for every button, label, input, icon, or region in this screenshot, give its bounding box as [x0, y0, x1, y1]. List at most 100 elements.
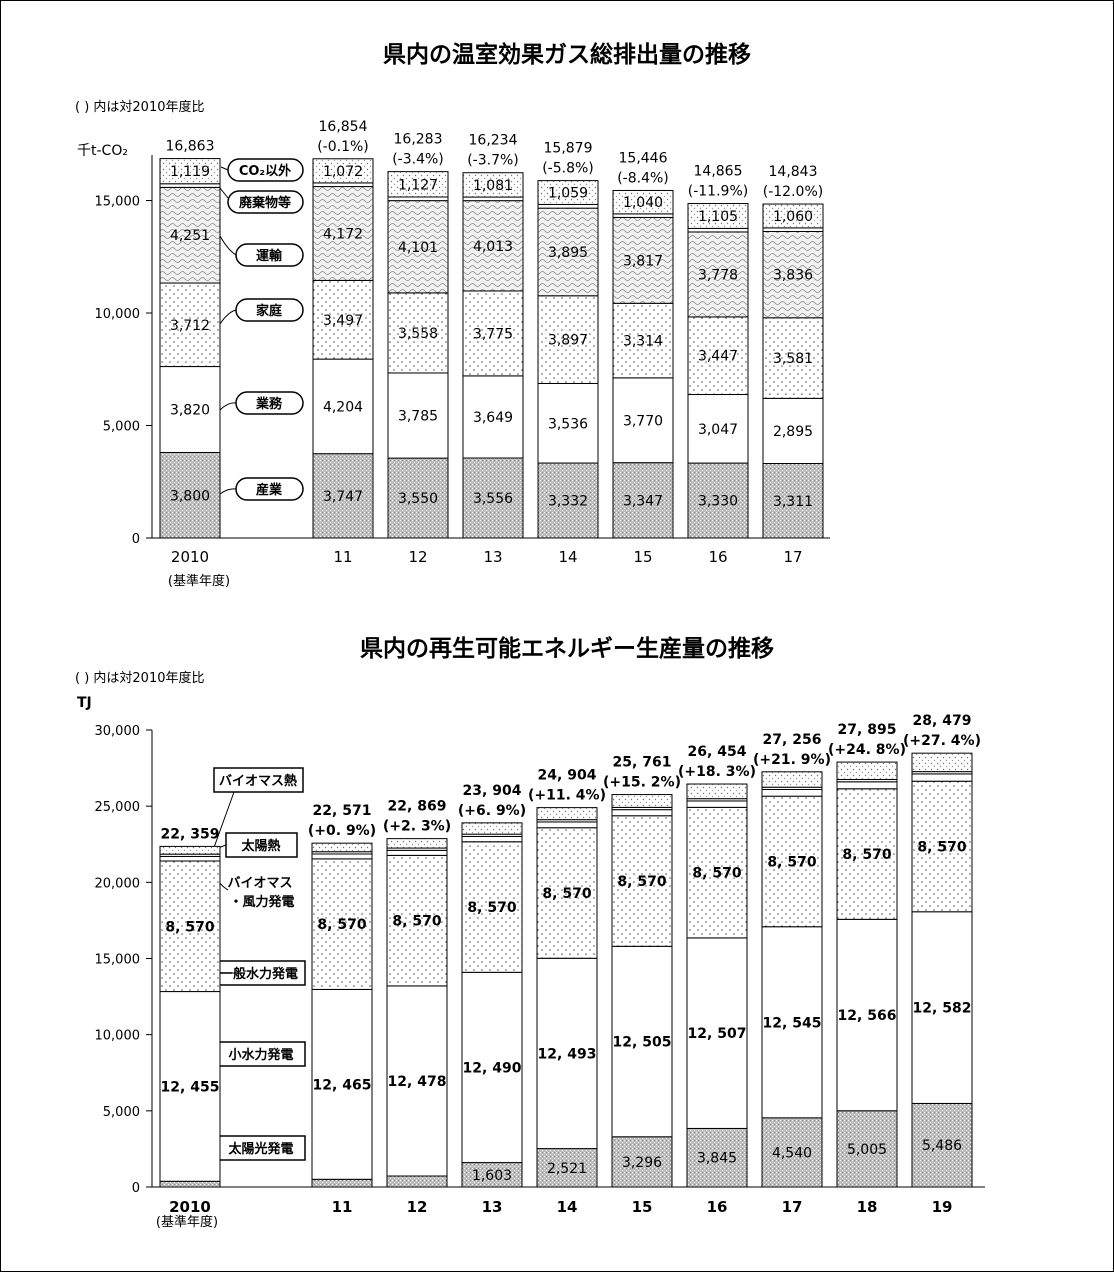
data-label: 8, 570	[917, 839, 966, 855]
bar-segment	[761, 771, 823, 788]
y-tick-label: 0	[132, 532, 140, 547]
data-label: 3,330	[698, 494, 738, 510]
data-label: 3,820	[170, 403, 210, 419]
y-tick-label: 5,000	[103, 1105, 140, 1120]
bar-segment	[537, 180, 599, 205]
data-label: 3,747	[323, 489, 363, 505]
bar-segment	[312, 358, 374, 455]
data-label: 4,251	[170, 228, 210, 244]
bar-segment	[387, 457, 449, 539]
data-label: 2,895	[773, 424, 813, 440]
bar-segment	[386, 854, 448, 987]
bar-segment	[537, 295, 599, 384]
data-label: 1,603	[472, 1168, 512, 1184]
bar-segment	[159, 452, 221, 539]
x-tick-label: 19	[932, 1198, 953, 1216]
bar-segment	[687, 394, 749, 464]
legend-box-biomass-heat	[213, 767, 304, 793]
x-tick-label: 14	[558, 548, 577, 566]
bar-segment	[611, 809, 673, 817]
data-label: 3,845	[697, 1151, 737, 1167]
data-label: 3,558	[398, 326, 438, 342]
bar-segment	[312, 279, 374, 360]
bar-segment	[537, 382, 599, 464]
data-label: 12, 505	[613, 1035, 672, 1051]
ratio-label: (+2. 3%)	[383, 819, 451, 835]
x-tick-label: 2010	[171, 548, 209, 566]
bar-segment	[159, 1180, 221, 1188]
legend-box-small-hydro	[216, 1041, 306, 1067]
data-label: 4,204	[323, 399, 363, 415]
legend-label-general-hydro: 一般水力発電	[220, 966, 298, 982]
chart2-note: ( ) 内は対2010年度比	[75, 670, 205, 686]
bar-segment	[611, 815, 673, 947]
y-tick-label: 30,000	[95, 724, 141, 739]
leader-business	[219, 402, 237, 411]
data-label: 2,521	[547, 1161, 587, 1177]
y-tick-label: 15,000	[95, 953, 141, 968]
bar-segment	[461, 1162, 523, 1188]
data-label: 3,785	[398, 409, 438, 425]
x-tick-label: 17	[782, 1198, 803, 1216]
leader-transport	[219, 235, 237, 256]
data-label: 3,296	[622, 1155, 662, 1171]
total-label: 14,865	[694, 164, 743, 180]
data-label: 5,005	[847, 1142, 887, 1158]
bar-segment	[462, 457, 524, 539]
data-label: 3,817	[623, 253, 663, 269]
ratio-label: (-11.9%)	[688, 184, 748, 200]
bar-segment	[911, 780, 973, 913]
legend-label-biomass: バイオマス	[227, 876, 292, 891]
bar-segment	[387, 171, 449, 198]
data-label: 5,486	[922, 1138, 962, 1154]
data-label: 8, 570	[617, 874, 666, 890]
data-label: 8, 570	[467, 900, 516, 916]
bar-segment	[386, 849, 448, 856]
data-label: 3,311	[773, 494, 813, 510]
data-label: 12, 465	[313, 1077, 372, 1093]
legend-box-solar-heat	[225, 832, 298, 858]
bar-segment	[159, 991, 221, 1182]
ratio-label: (+24. 8%)	[828, 742, 906, 758]
bar-segment	[311, 853, 373, 860]
bar-segment	[762, 230, 824, 319]
data-label: 3,347	[623, 493, 663, 509]
bar-segment	[687, 227, 749, 233]
data-label: 1,119	[170, 164, 210, 180]
legend-label-industry: 産業	[256, 482, 283, 498]
data-label: 8, 570	[542, 886, 591, 902]
ratio-label: (+11. 4%)	[528, 788, 606, 804]
total-label: 25, 761	[613, 755, 672, 771]
bar-segment	[387, 292, 449, 374]
legend-label-household: 家庭	[256, 303, 283, 319]
bar-segment	[312, 182, 374, 188]
bar-segment	[686, 937, 748, 1129]
x-tick-label: 13	[483, 548, 502, 566]
bar-segment	[612, 216, 674, 304]
chart2-plot: 0 5,000 10,000 15,000 20,000 25,000 30,000 2010…	[95, 713, 985, 1216]
ratio-label: (-3.4%)	[392, 152, 444, 168]
data-label: 1,040	[623, 195, 663, 211]
chart2-title: 県内の再生可能エネルギー生産量の推移	[360, 635, 774, 662]
data-label: 4,013	[473, 239, 513, 255]
leader-household	[219, 309, 237, 325]
data-label: 8, 570	[692, 866, 741, 882]
leader-biomass-heat	[211, 791, 235, 854]
y-tick-label: 15,000	[95, 195, 141, 210]
bar-segment	[386, 985, 448, 1177]
data-label: 3,581	[773, 351, 813, 367]
bar-segment	[536, 821, 598, 829]
bar-segment	[686, 1127, 748, 1188]
bar-segment	[386, 838, 448, 849]
ratio-label: (+15. 2%)	[603, 775, 681, 791]
chart1-ylabel: 千t-CO₂	[77, 143, 128, 159]
bar-segment	[386, 1175, 448, 1188]
total-label: 24, 904	[538, 768, 597, 784]
data-label: 1,081	[473, 178, 513, 194]
bar-segment	[537, 203, 599, 209]
data-label: 12, 493	[538, 1046, 597, 1062]
legend-label-transport: 運輸	[256, 248, 283, 264]
y-tick-label: 25,000	[95, 800, 141, 815]
legend-label-solar-heat: 太陽熱	[240, 838, 280, 854]
